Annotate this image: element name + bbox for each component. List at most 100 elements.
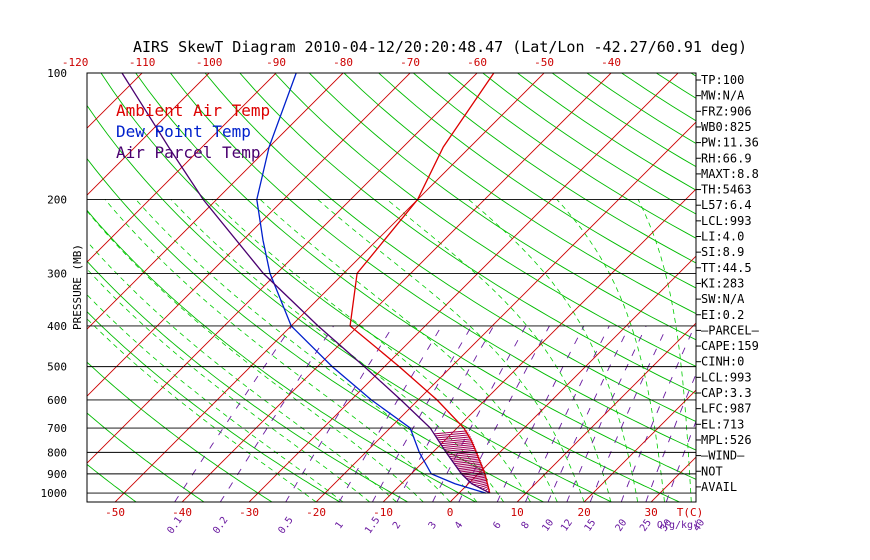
pressure-tick-label: 1000 xyxy=(41,487,68,500)
bottom-temp-tick-label: -30 xyxy=(239,506,259,519)
mixing-ratio-unit-label: Q(g/kg) xyxy=(657,520,699,531)
cape-hatch-line xyxy=(467,476,487,481)
index-entry: LI:4.0 xyxy=(701,230,744,244)
dry-adiabat-line xyxy=(830,73,870,502)
dry-adiabat-line xyxy=(378,73,696,289)
cape-hatch-line xyxy=(451,456,480,461)
legend-entry: Air Parcel Temp xyxy=(116,143,261,162)
cape-hatch-line xyxy=(458,466,484,471)
isotherm-line xyxy=(114,73,545,502)
index-entry: CAP:3.3 xyxy=(701,386,752,400)
mixing-ratio-line xyxy=(620,325,696,502)
cape-hatch-line xyxy=(440,440,473,445)
cape-hatch-line xyxy=(456,463,483,468)
moist-adiabat-line xyxy=(87,240,397,502)
index-entry: SW:N/A xyxy=(701,292,745,306)
top-temp-tick-label: -120 xyxy=(62,56,89,69)
bottom-temp-tick-label: -50 xyxy=(105,506,125,519)
parcel-temp-line xyxy=(121,73,491,494)
pressure-tick-label: 800 xyxy=(47,446,67,459)
top-temp-tick-label: -50 xyxy=(534,56,554,69)
pressure-tick-label: 900 xyxy=(47,468,67,481)
isotherm-line xyxy=(844,54,870,511)
pressure-tick-label: 700 xyxy=(47,422,67,435)
dry-adiabat-line xyxy=(87,463,137,502)
bottom-temp-tick-label: 30 xyxy=(644,506,657,519)
mixing-ratio-line xyxy=(547,325,630,502)
cape-hatch-line xyxy=(479,484,489,489)
mixing-ratio-line xyxy=(665,420,696,502)
mixing-ratio-line xyxy=(338,325,443,502)
isotherm-line xyxy=(87,73,411,397)
cape-hatch-line xyxy=(469,478,487,483)
isotherm-line xyxy=(87,73,210,196)
pressure-tick-label: 200 xyxy=(47,193,67,206)
moist-adiabat-line xyxy=(259,199,558,502)
chart-title: AIRS SkewT Diagram 2010-04-12/20:20:48.4… xyxy=(133,38,747,56)
isotherm-line xyxy=(449,255,696,502)
y-axis-label: PRESSURE (MB) xyxy=(71,244,84,330)
index-entry: TH:5463 xyxy=(701,183,752,197)
dry-adiabat-line xyxy=(87,311,341,502)
cape-hatch-line xyxy=(449,453,479,458)
cape-hatch-line xyxy=(444,445,476,450)
cape-hatch-line xyxy=(434,430,468,435)
moist-adiabat-line xyxy=(386,199,612,502)
bottom-temp-tick-label: 0 xyxy=(447,506,454,519)
pressure-tick-label: 100 xyxy=(47,67,67,80)
mixing-ratio-label: 0.5 xyxy=(276,515,295,536)
dry-adiabat-line xyxy=(447,73,696,239)
cape-hatch-line xyxy=(439,438,472,443)
mixing-ratio-line xyxy=(432,325,527,502)
dry-adiabat-line xyxy=(308,73,696,341)
index-entry: L57:6.4 xyxy=(701,198,752,212)
top-temp-tick-label: -40 xyxy=(601,56,621,69)
moist-adiabat-line xyxy=(556,199,665,502)
dry-adiabat-line xyxy=(204,73,696,423)
isotherm-line xyxy=(650,456,696,502)
top-temp-tick-label: -80 xyxy=(333,56,353,69)
plot-frame xyxy=(86,72,697,503)
dry-adiabat-line xyxy=(795,73,870,502)
legend-entry: Ambient Air Temp xyxy=(116,101,270,120)
mixing-ratio-label: 4 xyxy=(453,520,465,531)
mixing-ratio-label: 2 xyxy=(391,520,403,531)
index-entry: FRZ:906 xyxy=(701,104,752,118)
index-entry: LCL:993 xyxy=(701,214,752,228)
index-entry: —WIND— xyxy=(701,449,745,463)
index-entry: CINH:0 xyxy=(701,355,744,369)
mixing-ratio-label: 1 xyxy=(333,520,345,531)
mixing-ratio-line xyxy=(396,325,495,502)
cape-hatch-line xyxy=(437,436,471,441)
top-temp-tick-label: -60 xyxy=(467,56,487,69)
dry-adiabat-line xyxy=(87,157,544,502)
dry-adiabat-line xyxy=(100,73,680,502)
pressure-tick-label: 400 xyxy=(47,320,67,333)
pressure-tick-label: 600 xyxy=(47,394,67,407)
cape-hatch-line xyxy=(454,460,481,465)
moist-adiabat-line xyxy=(87,210,424,502)
cape-hatch-line xyxy=(466,474,487,479)
index-entry: CAPE:159 xyxy=(701,339,759,353)
top-temp-tick-label: -70 xyxy=(400,56,420,69)
isotherm-line xyxy=(181,73,612,502)
cape-hatch-line xyxy=(455,461,482,466)
mixing-ratio-line xyxy=(524,325,610,502)
mixing-ratio-line xyxy=(645,372,696,502)
cape-hatch-line xyxy=(441,442,474,447)
mixing-ratio-label: 25 xyxy=(638,517,654,533)
pressure-tick-label: 500 xyxy=(47,361,67,374)
isotherm-line xyxy=(315,121,696,502)
index-entry: SI:8.9 xyxy=(701,245,744,259)
mixing-ratio-line xyxy=(372,325,473,502)
mixing-ratio-line xyxy=(174,325,293,502)
dry-adiabat-line xyxy=(87,104,612,502)
moist-adiabat-line xyxy=(104,199,451,502)
mixing-ratio-line xyxy=(458,325,550,502)
index-entry: LFC:987 xyxy=(701,402,752,416)
ambient-temp-line xyxy=(349,73,495,494)
isotherm-line xyxy=(0,54,27,511)
moist-adiabat-line xyxy=(87,294,344,502)
moist-adiabat-line xyxy=(211,199,531,502)
index-entry: MW:N/A xyxy=(701,89,745,103)
